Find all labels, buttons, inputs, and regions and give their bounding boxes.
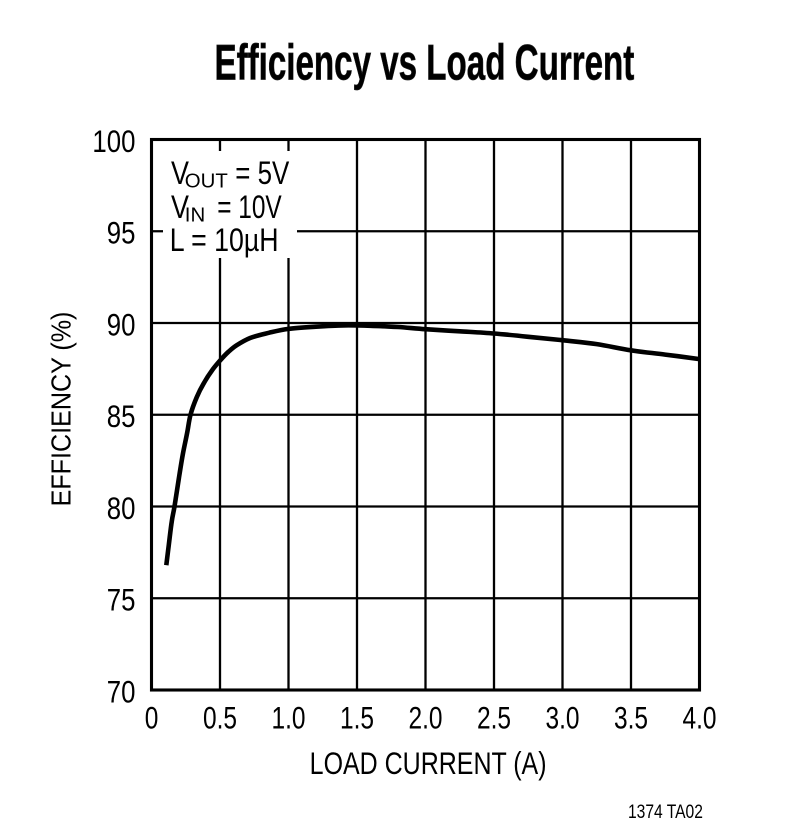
svg-text:1374 TA02: 1374 TA02	[628, 800, 703, 822]
svg-text:2.5: 2.5	[477, 700, 511, 736]
svg-text:1.0: 1.0	[271, 700, 305, 736]
svg-text:100: 100	[92, 124, 135, 159]
svg-text:V: V	[171, 156, 189, 192]
svg-text:0.5: 0.5	[203, 700, 237, 736]
svg-text:70: 70	[107, 675, 136, 710]
svg-text:EFFICIENCY (%): EFFICIENCY (%)	[45, 312, 77, 507]
svg-text:1.5: 1.5	[340, 700, 374, 736]
svg-text:3.0: 3.0	[545, 700, 579, 736]
svg-text:85: 85	[107, 400, 136, 435]
svg-text:75: 75	[107, 583, 136, 618]
svg-text:V: V	[171, 190, 189, 226]
svg-text:0: 0	[145, 700, 159, 736]
svg-text:90: 90	[107, 308, 136, 343]
svg-text:95: 95	[107, 216, 136, 251]
svg-text:= 10V: = 10V	[217, 190, 282, 226]
svg-text:4.0: 4.0	[682, 700, 716, 736]
svg-text:= 5V: = 5V	[235, 155, 289, 192]
svg-text:2.0: 2.0	[408, 700, 442, 736]
svg-text:OUT: OUT	[185, 171, 228, 193]
svg-text:Efficiency vs Load Current: Efficiency vs Load Current	[214, 35, 634, 90]
svg-text:3.5: 3.5	[614, 700, 648, 736]
svg-text:LOAD CURRENT (A): LOAD CURRENT (A)	[310, 745, 547, 780]
svg-text:L = 10µH: L = 10µH	[170, 222, 279, 258]
svg-text:80: 80	[107, 491, 136, 526]
svg-text:IN: IN	[185, 205, 205, 227]
